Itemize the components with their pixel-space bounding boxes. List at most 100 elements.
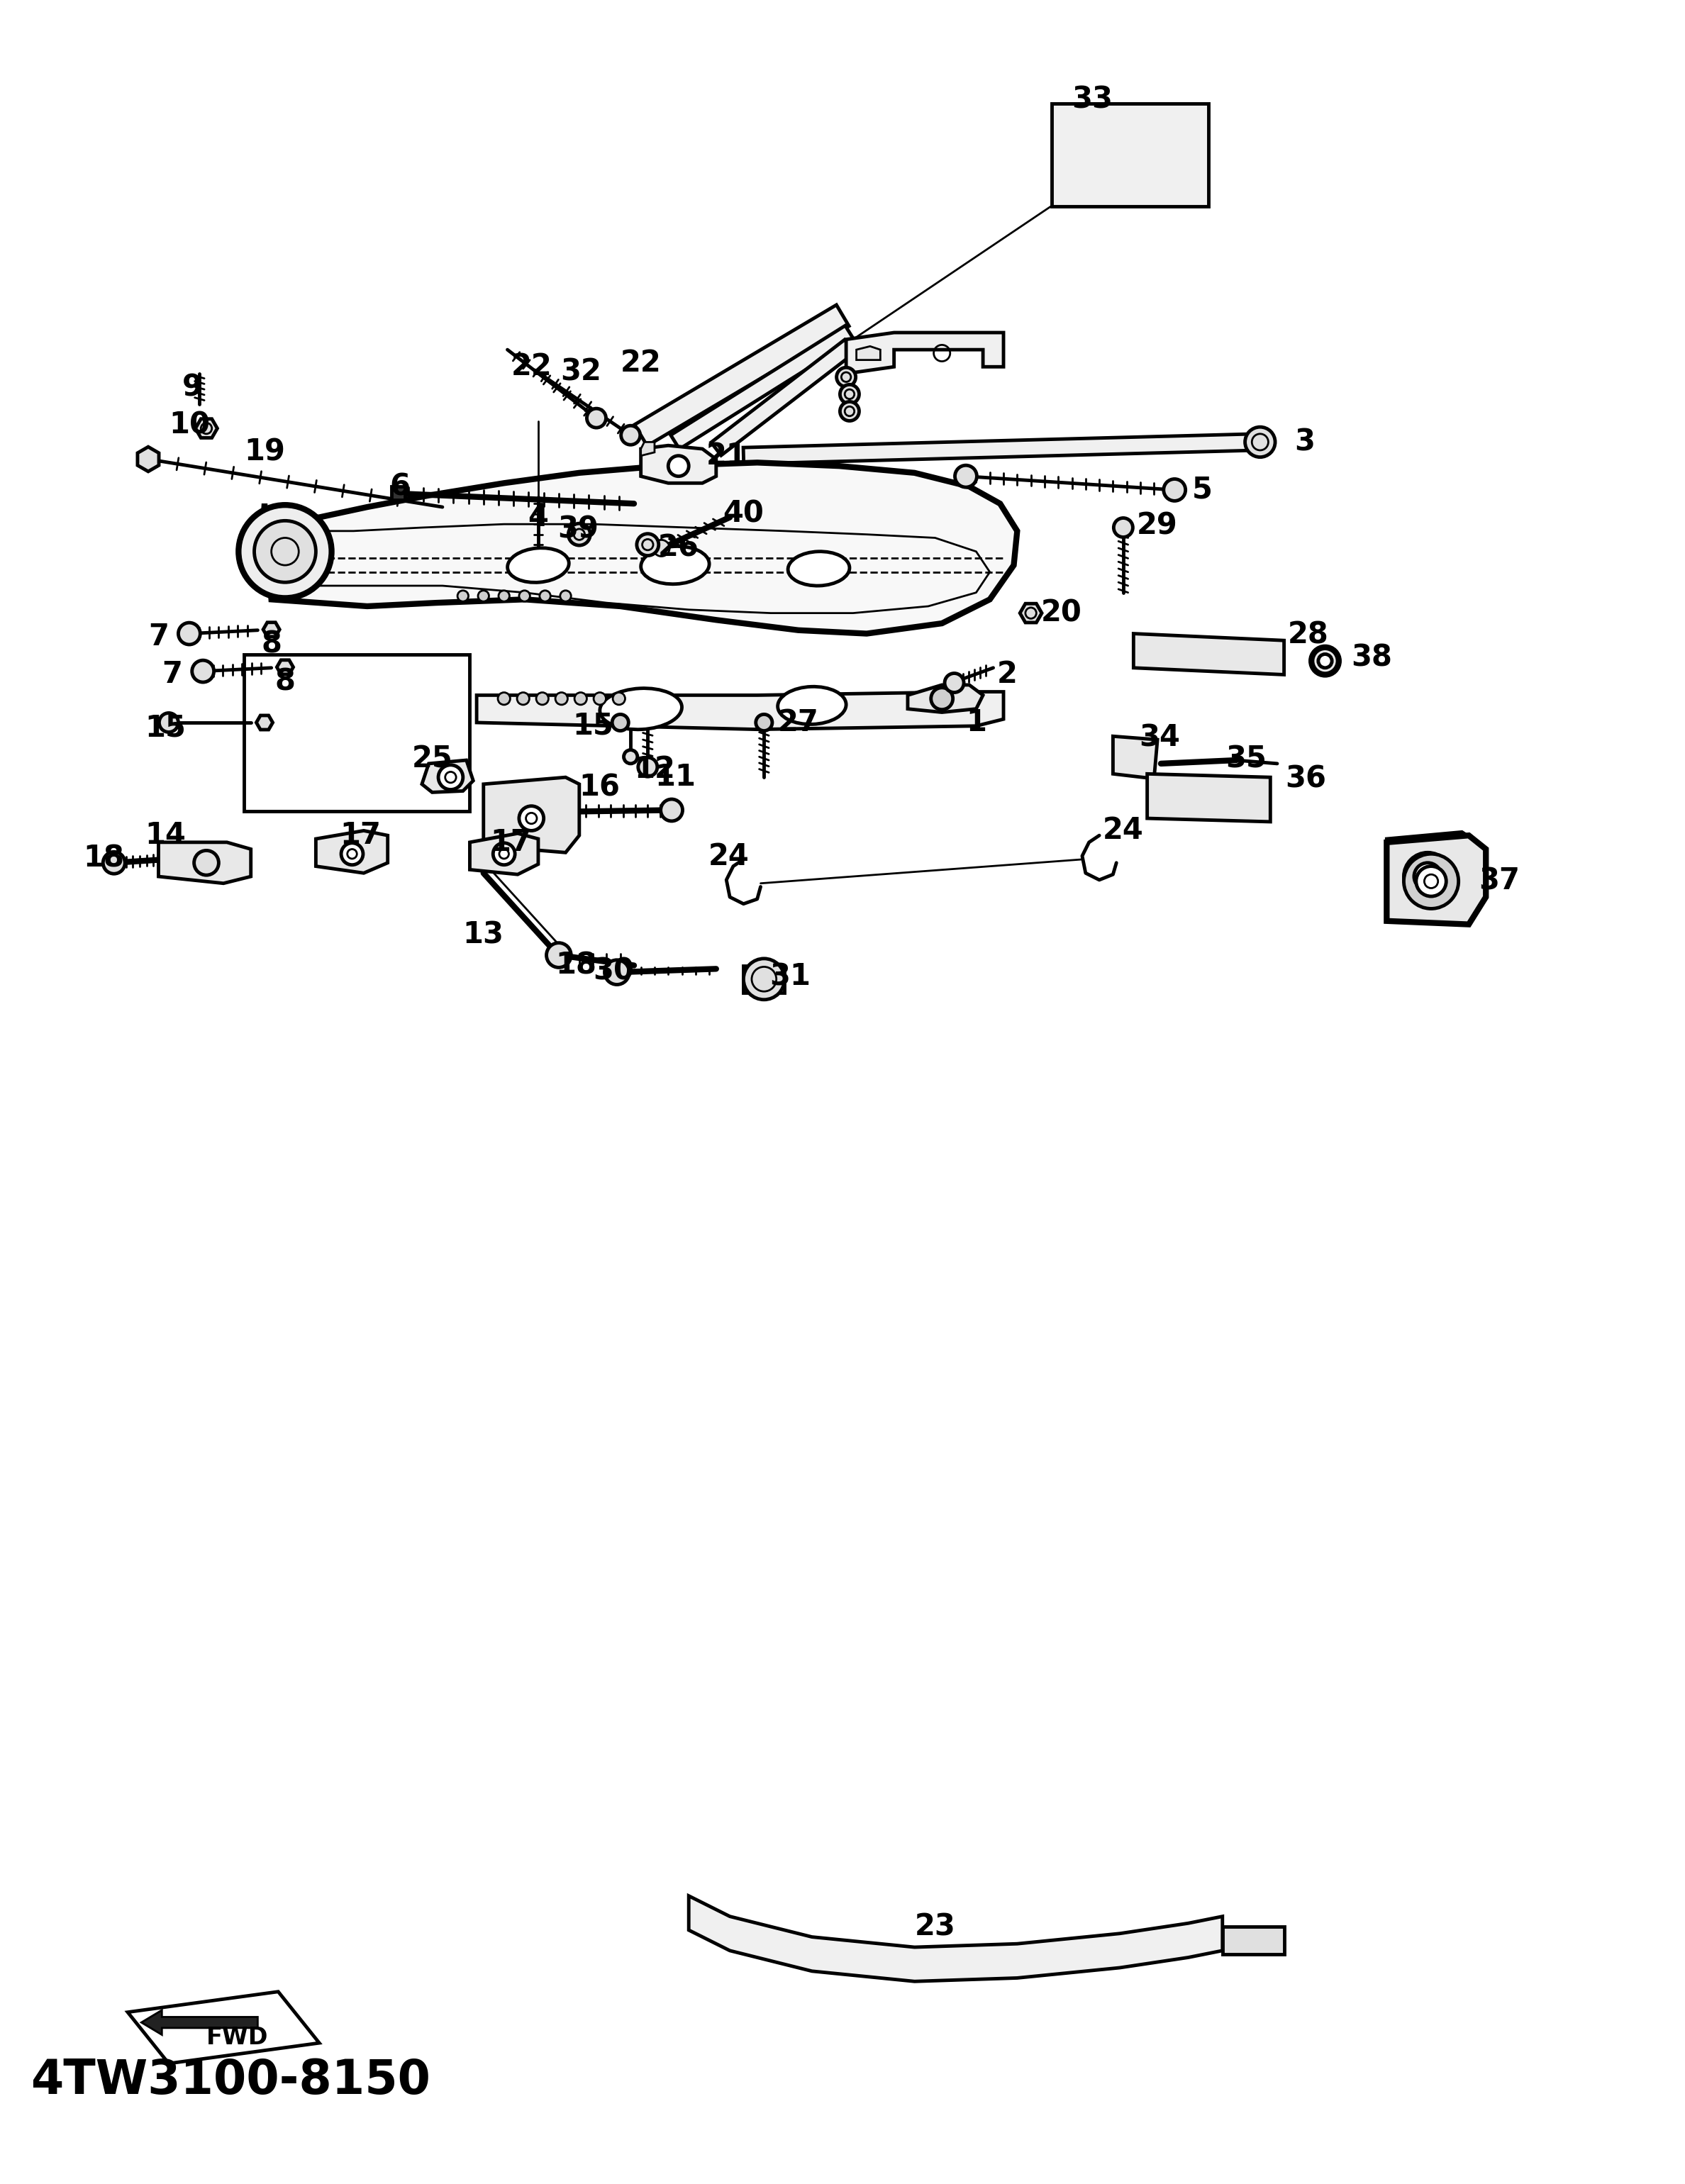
Circle shape [839,402,859,422]
Circle shape [639,758,657,778]
Polygon shape [421,760,473,793]
Circle shape [568,524,590,546]
Polygon shape [477,692,1004,729]
Text: 17: 17 [490,828,531,856]
Text: 7: 7 [148,622,168,653]
Text: 40: 40 [723,498,763,529]
Polygon shape [276,660,293,675]
Circle shape [669,456,689,476]
Circle shape [103,852,125,874]
Text: 18: 18 [83,843,125,874]
Text: 15: 15 [573,712,613,740]
Text: FWD: FWD [206,2027,268,2049]
Circle shape [1164,478,1186,500]
Polygon shape [263,622,280,636]
Circle shape [605,961,629,985]
Text: 5: 5 [1191,476,1212,505]
Circle shape [955,465,977,487]
Ellipse shape [507,548,570,583]
Polygon shape [635,306,849,446]
Polygon shape [1134,633,1284,675]
Circle shape [239,505,332,598]
Text: 2: 2 [998,660,1018,690]
Text: 22: 22 [511,352,553,382]
Polygon shape [138,448,158,472]
Circle shape [637,533,659,555]
Circle shape [1404,852,1452,900]
Circle shape [499,590,509,601]
Text: 12: 12 [634,753,676,784]
Text: 18: 18 [556,950,596,981]
Circle shape [497,692,511,705]
Polygon shape [261,463,1018,633]
Text: 14: 14 [145,821,185,850]
Text: 26: 26 [657,533,699,563]
Polygon shape [256,716,273,729]
Circle shape [179,622,201,644]
Circle shape [539,590,551,601]
Text: 37: 37 [1479,867,1520,895]
Circle shape [1311,646,1340,675]
Text: 27: 27 [778,708,819,738]
Ellipse shape [778,686,846,725]
Text: 22: 22 [620,349,661,378]
Circle shape [932,688,954,710]
Circle shape [519,590,531,601]
Text: 4: 4 [527,502,548,533]
Circle shape [586,408,607,428]
Circle shape [158,712,179,732]
Circle shape [556,692,568,705]
Circle shape [192,660,214,681]
Polygon shape [743,435,1257,463]
Circle shape [1245,428,1276,456]
Text: 17: 17 [340,821,381,850]
Circle shape [194,850,219,876]
Circle shape [613,692,625,705]
Polygon shape [1387,832,1483,922]
Text: 8: 8 [261,629,281,660]
Text: 8: 8 [275,666,295,697]
Circle shape [517,692,529,705]
Circle shape [438,764,463,791]
Text: 7: 7 [162,660,182,690]
Circle shape [546,943,571,968]
Polygon shape [1114,736,1158,780]
Circle shape [458,590,468,601]
Text: 24: 24 [708,841,748,871]
Text: 34: 34 [1139,723,1180,753]
Text: 24: 24 [1102,817,1144,845]
Polygon shape [1222,1926,1284,1955]
Polygon shape [711,341,854,456]
Polygon shape [1051,103,1208,205]
Text: 23: 23 [915,1911,955,1942]
Circle shape [254,520,315,583]
Polygon shape [856,347,880,360]
Text: 28: 28 [1287,620,1328,651]
Text: 39: 39 [558,515,598,544]
Polygon shape [158,843,251,882]
Polygon shape [671,325,854,450]
Circle shape [623,749,637,764]
Text: 31: 31 [770,963,810,992]
Ellipse shape [789,553,849,585]
Text: 35: 35 [1227,745,1267,773]
Text: 4TW3100-8150: 4TW3100-8150 [30,2057,430,2103]
Circle shape [1415,867,1446,895]
Ellipse shape [600,688,682,729]
Polygon shape [689,1896,1222,1981]
Polygon shape [315,830,388,874]
Circle shape [743,959,785,1000]
Polygon shape [1019,603,1041,622]
Text: 25: 25 [411,745,453,773]
Text: 20: 20 [1041,598,1082,629]
Polygon shape [640,446,716,483]
Polygon shape [908,686,982,712]
Text: 13: 13 [463,919,504,950]
Text: 21: 21 [706,441,746,470]
Circle shape [839,384,859,404]
Polygon shape [484,778,580,852]
Ellipse shape [640,546,709,583]
Text: 36: 36 [1286,764,1326,793]
Circle shape [836,367,856,387]
Polygon shape [142,2009,258,2035]
